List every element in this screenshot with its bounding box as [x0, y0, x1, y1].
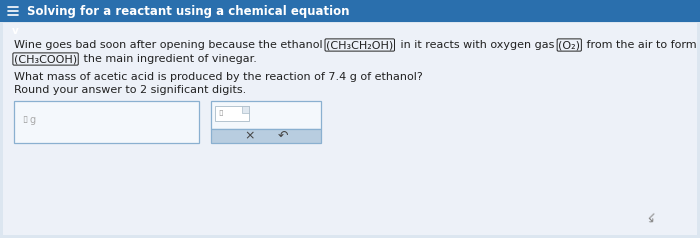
- FancyBboxPatch shape: [215, 106, 249, 121]
- FancyBboxPatch shape: [211, 129, 321, 143]
- FancyBboxPatch shape: [5, 24, 25, 38]
- Text: ▯: ▯: [218, 108, 223, 117]
- Text: (O₂): (O₂): [559, 40, 580, 50]
- Text: ×: ×: [244, 129, 255, 143]
- Text: from the air to form water: from the air to form water: [583, 40, 700, 50]
- Text: What mass of acetic acid is produced by the reaction of 7.4 g of ethanol?: What mass of acetic acid is produced by …: [14, 72, 423, 82]
- Text: (CH₃COOH): (CH₃COOH): [14, 54, 77, 64]
- Text: Round your answer to 2 significant digits.: Round your answer to 2 significant digit…: [14, 85, 246, 95]
- Text: Solving for a reactant using a chemical equation: Solving for a reactant using a chemical …: [27, 5, 349, 18]
- Text: g: g: [30, 115, 36, 125]
- FancyBboxPatch shape: [0, 0, 700, 22]
- Text: the main ingredient of vinegar.: the main ingredient of vinegar.: [80, 54, 257, 64]
- Text: v: v: [12, 26, 18, 36]
- Text: (CH₃CH₂OH): (CH₃CH₂OH): [326, 40, 393, 50]
- FancyBboxPatch shape: [211, 101, 321, 129]
- Text: ↶: ↶: [277, 129, 288, 143]
- Text: ▯: ▯: [22, 115, 27, 124]
- Text: in it reacts with oxygen gas: in it reacts with oxygen gas: [398, 40, 559, 50]
- FancyBboxPatch shape: [3, 23, 697, 235]
- FancyBboxPatch shape: [14, 101, 199, 143]
- Text: ↳: ↳: [642, 212, 658, 228]
- FancyBboxPatch shape: [242, 106, 249, 113]
- Text: Wine goes bad soon after opening because the ethanol: Wine goes bad soon after opening because…: [14, 40, 326, 50]
